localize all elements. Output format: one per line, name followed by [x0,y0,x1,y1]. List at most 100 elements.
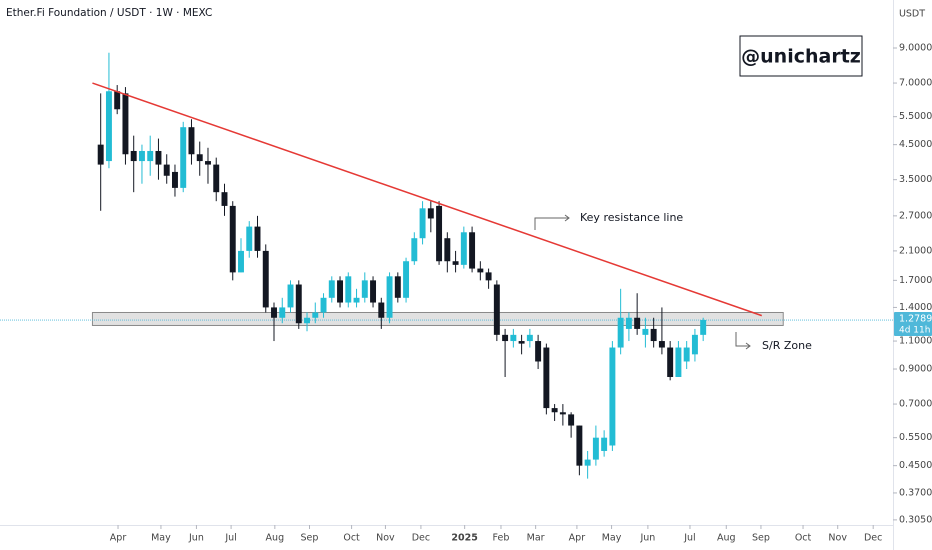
watermark-box [739,35,863,77]
x-tick-label: May [602,533,622,544]
candle-body [163,164,170,176]
x-tick-label: Apr [110,533,127,544]
x-tick-label: Jun [639,533,655,544]
y-tick-label: 0.3050 [899,514,932,525]
x-tick-label: Feb [493,533,510,544]
candle-body [378,302,385,318]
x-tick-label: Jul [683,533,695,544]
candle-body [543,347,550,409]
candle-body [444,238,451,262]
countdown-label: 4d 11h [899,326,930,336]
annotation-arrow [735,332,751,350]
y-tick-label: 4.5000 [899,139,932,150]
candle-body [601,437,608,451]
x-tick-label: Sep [752,533,770,544]
candle-body [254,226,261,251]
candle-body [642,328,649,335]
y-unit: USDT [899,9,925,20]
candle-body [394,276,401,298]
x-tick-label: Nov [828,533,847,544]
candle-body [246,226,253,251]
y-tick-label: 2.1000 [899,245,932,256]
candle-body [114,91,121,110]
y-tick-label: 0.5500 [899,432,932,443]
candle-body [304,317,310,324]
candle-body [180,127,187,188]
x-tick-label: Aug [266,533,285,544]
y-tick-label: 5.5000 [899,111,932,122]
candle-body [361,280,368,298]
candle-body [436,205,443,262]
candle-body [592,437,599,460]
candle-body [650,328,657,342]
candle-body [419,208,426,239]
candle-body [559,412,566,415]
annotation-arrow [534,214,570,230]
last-price-box [894,312,932,337]
candle-body [205,161,211,165]
candle-body [122,93,129,155]
y-tick-label: 1.7000 [899,275,932,286]
candle-body [551,408,558,413]
candle-body [262,250,269,308]
candle-body [271,307,277,318]
candle-body [320,297,327,313]
watermark: @unichartz [741,46,861,68]
resistance-line [92,82,763,317]
x-tick-label: Mar [527,533,545,544]
candle-body [147,150,154,162]
x-tick-label: Oct [795,533,812,544]
x-tick-label: Oct [343,533,360,544]
candle-body [584,459,591,466]
candle-body [345,276,352,303]
candle-body [353,297,360,303]
candle-body [287,284,294,308]
candle-body [609,347,616,446]
candle-body [155,150,162,165]
candle-body [568,414,575,426]
candle-body [625,317,632,329]
candle-body [229,205,236,273]
candle-body [452,261,459,265]
x-tick-label: Nov [376,533,395,544]
candle-body [97,144,104,165]
candle-body [337,280,344,303]
candle-body [675,347,682,377]
candle-body [634,317,641,329]
y-tick-label: 9.0000 [899,43,932,54]
candle-body [526,334,533,342]
candle-body [312,312,319,318]
candle-body [658,341,665,348]
candle-body [370,280,377,303]
candle-body [535,341,542,362]
candle-body [691,334,698,355]
candle-body [221,192,228,206]
candle-body [105,91,112,162]
candle-body [485,272,492,281]
candle-body [683,347,690,362]
candle-body [171,171,178,188]
y-tick-label: 0.7000 [899,399,932,410]
x-tick-label: Jul [224,533,236,544]
x-tick-label: Apr [569,533,586,544]
x-tick-label: Sep [301,533,319,544]
candle-body [576,425,583,466]
candle-body [386,276,393,318]
candle-body [279,307,286,318]
annotation: S/R Zone [762,339,812,352]
candle-body [213,164,220,193]
annotation: Key resistance line [580,211,683,224]
candle-body [295,284,302,324]
candle-body [510,334,517,342]
candle-body [411,238,418,262]
candle-body [617,317,624,348]
last-price-label: 1.2789 [899,314,932,325]
y-tick-label: 1.1000 [899,336,932,347]
y-tick-label: 7.0000 [899,78,932,89]
y-tick-label: 1.4000 [899,302,932,313]
candle-body [403,261,410,298]
candle-body [130,150,137,162]
sr-zone [91,311,784,326]
candle-body [469,232,476,269]
